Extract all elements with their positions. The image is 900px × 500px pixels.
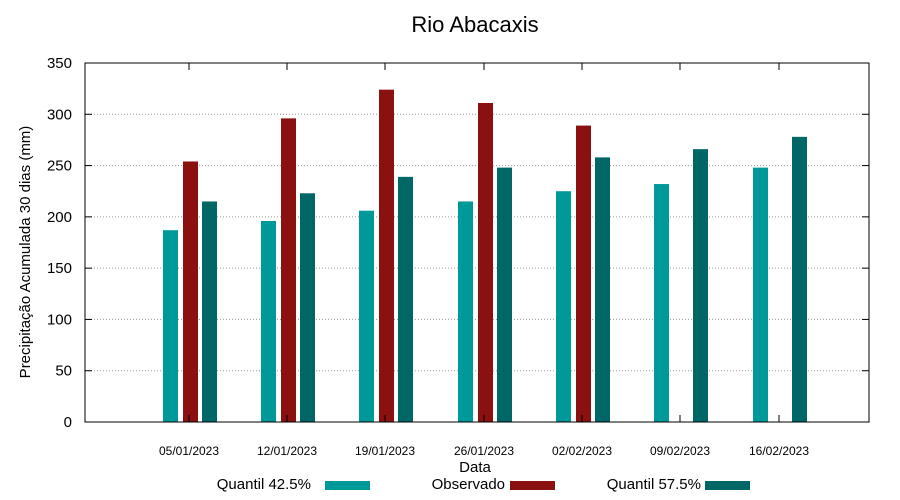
legend: Quantil 42.5% Observado Quantil 57.5% [217, 476, 750, 493]
chart-title: Rio Abacaxis [411, 12, 538, 37]
bars [163, 89, 807, 422]
x-axis-ticks: 05/01/2023 12/01/2023 19/01/2023 26/01/2023… [159, 63, 809, 458]
x-tick-label: 02/02/2023 [552, 444, 612, 458]
bar [478, 103, 493, 422]
bar [654, 184, 669, 422]
y-tick-label: 150 [47, 260, 72, 277]
x-tick-label: 12/01/2023 [257, 444, 317, 458]
bar [792, 136, 807, 422]
y-tick-label: 350 [47, 55, 72, 72]
x-tick-label: 16/02/2023 [749, 444, 809, 458]
bar [261, 220, 276, 422]
bar [379, 89, 394, 422]
x-tick-label: 05/01/2023 [159, 444, 219, 458]
y-tick-label: 250 [47, 158, 72, 175]
bar [359, 210, 374, 422]
y-axis-label: Precipitação Acumulada 30 dias (mm) [17, 126, 34, 379]
bar [497, 167, 512, 422]
legend-swatch [510, 481, 555, 490]
legend-swatch [325, 481, 370, 490]
bar [202, 201, 217, 422]
x-tick-label: 19/01/2023 [355, 444, 415, 458]
x-tick-label: 09/02/2023 [650, 444, 710, 458]
y-axis-ticks: 0 50 100 150 200 250 300 350 [47, 55, 869, 431]
bar [281, 118, 296, 422]
y-tick-label: 200 [47, 209, 72, 226]
bar [753, 167, 768, 422]
x-tick-label: 26/01/2023 [454, 444, 514, 458]
bar [183, 161, 198, 422]
legend-swatch [705, 481, 750, 490]
bar [398, 176, 413, 422]
x-axis-label: Data [459, 459, 491, 476]
bar [693, 149, 708, 422]
bar [300, 193, 315, 422]
y-tick-label: 300 [47, 106, 72, 123]
y-tick-label: 0 [64, 414, 72, 431]
bar [576, 125, 591, 422]
y-tick-label: 50 [55, 363, 72, 380]
bar [556, 191, 571, 422]
y-tick-label: 100 [47, 311, 72, 328]
plot-frame [84, 62, 870, 423]
bar [458, 201, 473, 422]
bar [595, 157, 610, 422]
legend-label: Observado [432, 476, 505, 493]
bar [163, 230, 178, 422]
legend-label: Quantil 42.5% [217, 476, 311, 493]
legend-label: Quantil 57.5% [607, 476, 701, 493]
